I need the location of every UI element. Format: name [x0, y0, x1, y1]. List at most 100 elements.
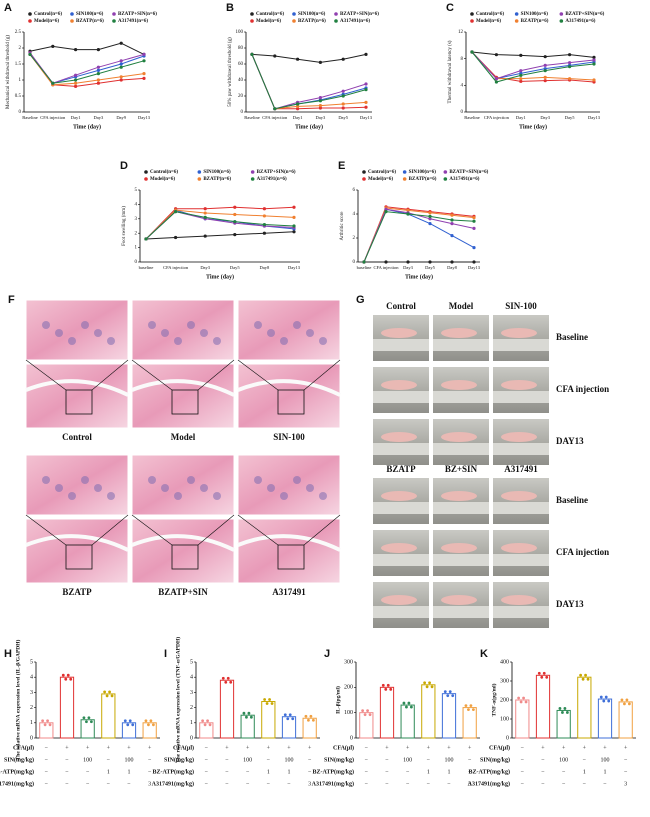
photo	[433, 582, 489, 628]
zoom-line	[91, 514, 129, 546]
cell: −	[541, 769, 545, 775]
cell: −	[521, 781, 525, 787]
data-point	[74, 48, 78, 52]
y-tick-label: 4	[30, 675, 33, 681]
data-point	[96, 81, 100, 85]
x-tick-label: Day3	[540, 115, 550, 120]
cell-cluster	[148, 321, 156, 329]
cell-cluster	[254, 321, 262, 329]
row-label: Baseline	[556, 495, 588, 505]
data-point	[341, 102, 345, 106]
zoom-line	[237, 514, 279, 546]
data-point	[233, 233, 237, 237]
cell: 1	[107, 769, 110, 775]
paw	[441, 328, 477, 338]
dot	[519, 700, 523, 704]
x-tick-label: Baseline	[22, 115, 38, 120]
tissue-full	[237, 518, 341, 584]
photo	[493, 367, 549, 413]
dot	[581, 677, 585, 681]
ruler	[433, 606, 489, 618]
dot	[602, 699, 606, 703]
data-point	[51, 44, 55, 49]
legend-label: A317491(n=6)	[565, 19, 595, 24]
legend-label: A317491(n=6)	[257, 177, 287, 182]
legend-marker	[250, 19, 254, 23]
cell: +	[541, 745, 545, 751]
cell: 100	[83, 757, 92, 763]
dot	[229, 680, 233, 684]
dot	[558, 707, 562, 710]
cell: +	[468, 745, 472, 751]
tissue-zoom	[131, 299, 235, 361]
bar	[302, 717, 317, 739]
dot	[545, 675, 549, 679]
cell: −	[406, 781, 410, 787]
data-point	[568, 53, 572, 57]
dot	[151, 723, 155, 727]
row-label: SIN(mg/kg)	[4, 756, 34, 763]
data-point	[450, 222, 454, 226]
bar	[597, 698, 613, 739]
cell: 3	[308, 781, 311, 787]
y-tick-label: 4	[353, 212, 356, 217]
y-tick-label: 12	[458, 30, 464, 35]
bar	[441, 693, 457, 739]
y-axis-label: 50% paw withdrawal threshold (g)	[228, 37, 233, 107]
tissue-full	[25, 518, 129, 584]
y-axis-label: Arthritic score	[340, 211, 345, 241]
cell: +	[107, 745, 111, 751]
y-tick-label: 4	[190, 675, 193, 681]
cell-cluster	[280, 337, 288, 345]
cell: −	[385, 781, 389, 787]
bar	[379, 686, 395, 739]
cell: 1	[583, 769, 586, 775]
legend-label: Model(n=6)	[256, 19, 281, 24]
dot	[522, 696, 525, 700]
legend-marker	[292, 19, 296, 23]
bar	[421, 684, 436, 739]
series-line	[471, 51, 595, 83]
legend-marker	[292, 12, 296, 16]
row-label: CFA(μl)	[489, 744, 510, 751]
cell: +	[148, 745, 152, 751]
data-point	[233, 220, 237, 224]
cell-cluster	[81, 476, 89, 484]
data-point	[406, 208, 410, 212]
legend-label: Control(n=6)	[34, 12, 62, 17]
dot	[87, 716, 91, 720]
tissue-full	[237, 363, 341, 429]
bar	[240, 714, 255, 739]
series-line	[251, 54, 367, 110]
data-point	[384, 260, 388, 264]
paw	[381, 543, 417, 553]
data-point	[568, 77, 572, 81]
data-point	[519, 77, 523, 81]
dot	[389, 687, 393, 691]
dot	[307, 718, 310, 722]
cell: 3	[624, 781, 627, 787]
legend-label: BZATP(n=6)	[203, 177, 231, 182]
cell: −	[468, 769, 472, 775]
data-point	[203, 211, 207, 215]
dot	[226, 676, 230, 680]
data-point	[233, 205, 237, 209]
cell: −	[562, 781, 566, 787]
legend-marker	[362, 177, 366, 181]
dot	[41, 719, 45, 723]
data-point	[74, 78, 78, 82]
cell: +	[562, 745, 566, 751]
y-tick-label: 2	[30, 705, 33, 711]
data-point	[119, 65, 123, 69]
cell: −	[225, 781, 229, 787]
y-tick-label: 300	[344, 659, 353, 665]
dot	[283, 713, 287, 717]
x-tick-label: Day8	[260, 265, 270, 270]
legend-label: SIN100(n=6)	[409, 170, 437, 175]
cell: 100	[243, 757, 252, 763]
y-tick-label: 0	[190, 735, 193, 741]
dot	[607, 699, 611, 703]
cell: −	[45, 781, 49, 787]
data-point	[292, 205, 296, 209]
cell-cluster	[267, 484, 275, 492]
